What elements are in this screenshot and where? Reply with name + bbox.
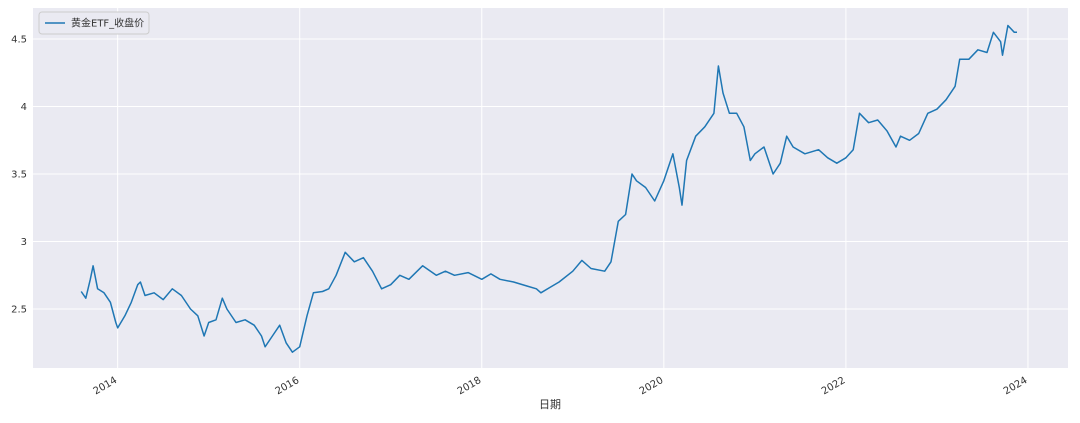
y-tick-label: 3 bbox=[21, 237, 27, 248]
x-tick-label: 2014 bbox=[92, 375, 120, 397]
x-tick-label: 2024 bbox=[1002, 375, 1030, 397]
line-series bbox=[80, 24, 1017, 353]
y-tick-label: 4.5 bbox=[11, 35, 27, 46]
plot-area bbox=[33, 8, 1068, 368]
legend-box bbox=[38, 11, 150, 35]
legend-label: 黄金ETF_收盘价 bbox=[71, 17, 144, 30]
x-tick-label: 2022 bbox=[820, 375, 848, 397]
y-tick-label: 2.5 bbox=[11, 305, 27, 316]
y-tick-label: 4 bbox=[21, 102, 27, 113]
x-tick-label: 2016 bbox=[274, 375, 302, 397]
x-tick-label: 2020 bbox=[638, 375, 666, 397]
x-axis-label: 日期 bbox=[539, 398, 561, 411]
x-tick-label: 2018 bbox=[456, 375, 484, 397]
y-tick-label: 3.5 bbox=[11, 170, 27, 181]
